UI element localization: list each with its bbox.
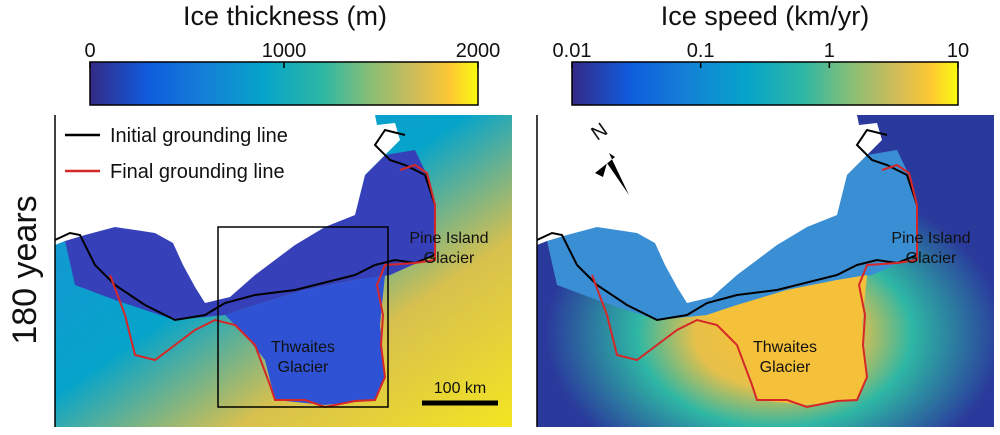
- glacier-label: Glacier: [424, 250, 475, 267]
- colorbar-title: Ice speed (km/yr): [661, 1, 870, 31]
- glacier-label: Pine Island: [891, 230, 970, 247]
- glacier-label: Thwaites: [271, 339, 335, 356]
- colorbar-tick-label: 0: [84, 40, 95, 62]
- colorbar-tick-label: 0.01: [553, 40, 592, 62]
- colorbar: [571, 61, 959, 106]
- speed-map: Thwaites Glacier Pine Island Glacier N: [537, 115, 994, 427]
- colorbar-tick-label: 0.1: [687, 40, 715, 62]
- colorbar-tick-label: 10: [947, 40, 969, 62]
- legend-label: Initial grounding line: [110, 125, 288, 147]
- legend-label: Final grounding line: [110, 161, 285, 183]
- colorbar-tick-label: 2000: [456, 40, 501, 62]
- colorbar: [89, 61, 479, 106]
- glacier-label: Thwaites: [753, 339, 817, 356]
- colorbar-tick-label: 1: [824, 40, 835, 62]
- colorbar-title: Ice thickness (m): [183, 1, 387, 31]
- glacier-label: Pine Island: [409, 230, 488, 247]
- glacier-label: Glacier: [760, 359, 811, 376]
- colorbar-tick-label: 1000: [262, 40, 307, 62]
- row-label: 180 years: [6, 195, 44, 344]
- scale-bar-label: 100 km: [434, 380, 486, 397]
- glacier-label: Glacier: [906, 250, 957, 267]
- glacier-label: Glacier: [278, 359, 329, 376]
- thickness-map: 100 km Thwaites Glacier Pine Island Glac…: [55, 115, 512, 427]
